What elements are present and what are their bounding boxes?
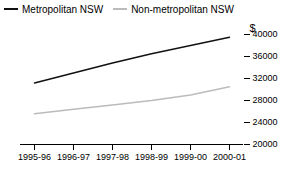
svg-text:2000-01: 2000-01 xyxy=(213,152,246,162)
svg-text:1999-00: 1999-00 xyxy=(174,152,207,162)
svg-text:28000: 28000 xyxy=(253,95,278,105)
svg-text:36000: 36000 xyxy=(253,51,278,61)
svg-text:32000: 32000 xyxy=(253,73,278,83)
svg-text:1996-97: 1996-97 xyxy=(57,152,90,162)
svg-text:$: $ xyxy=(250,22,256,34)
svg-text:24000: 24000 xyxy=(253,117,278,127)
html-text:Metropolitan NSW: Metropolitan NSW xyxy=(22,3,104,15)
svg-text:40000: 40000 xyxy=(253,29,278,39)
svg-text:1998-99: 1998-99 xyxy=(135,152,168,162)
html-text:Non-metropolitan NSW: Non-metropolitan NSW xyxy=(131,3,234,15)
svg-text:1997-98: 1997-98 xyxy=(96,152,129,162)
svg-text:20000: 20000 xyxy=(253,139,278,149)
svg-text:1995-96: 1995-96 xyxy=(18,152,51,162)
